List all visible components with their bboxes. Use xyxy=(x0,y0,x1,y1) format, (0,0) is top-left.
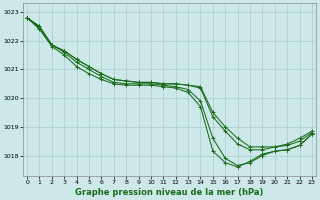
X-axis label: Graphe pression niveau de la mer (hPa): Graphe pression niveau de la mer (hPa) xyxy=(75,188,264,197)
